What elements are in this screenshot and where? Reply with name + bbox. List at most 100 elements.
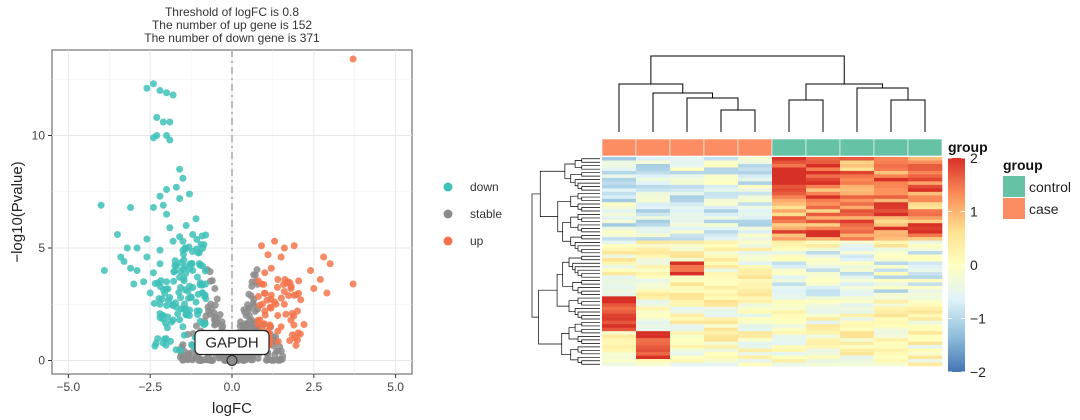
- heatmap-cell: [704, 271, 739, 276]
- point-up: [316, 276, 324, 283]
- heatmap-cell: [840, 157, 875, 161]
- dendrogram-branch: [568, 300, 578, 312]
- point-down: [189, 231, 197, 238]
- point-down: [113, 231, 121, 238]
- point-down: [198, 232, 206, 240]
- point-down: [189, 284, 197, 292]
- heatmap-cell: [738, 233, 773, 238]
- heatmap-cell: [704, 202, 739, 207]
- heatmap-cell: [602, 188, 637, 193]
- dendrogram-branch: [581, 248, 600, 254]
- heatmap-cell: [840, 163, 875, 168]
- heatmap-cell: [772, 251, 807, 255]
- point-down: [169, 301, 177, 309]
- point-down: [117, 253, 125, 261]
- heatmap-cell: [908, 247, 943, 252]
- x-tick-label: 0.0: [224, 380, 241, 394]
- heatmap-cell: [738, 313, 773, 318]
- heatmap-cell: [874, 289, 909, 294]
- heatmap-cell: [874, 198, 909, 203]
- heatmap-cell: [908, 170, 943, 175]
- heatmap-cell: [840, 160, 875, 165]
- heatmap-cell: [772, 184, 807, 189]
- point-up: [326, 260, 334, 268]
- point-down: [169, 237, 177, 245]
- heatmap-cell: [840, 167, 875, 172]
- heatmap-cell: [908, 188, 943, 193]
- heatmap-cell: [874, 237, 909, 241]
- point-up: [267, 295, 275, 303]
- heatmap-cell: [738, 223, 773, 227]
- heatmap-cell: [908, 299, 943, 304]
- heatmap-cell: [738, 167, 773, 172]
- point-down: [184, 294, 192, 302]
- point-down: [196, 317, 204, 325]
- heatmap-cell: [738, 258, 773, 262]
- dendrogram-branch: [890, 99, 926, 132]
- heatmap-cell: [806, 233, 841, 238]
- heatmap-cell: [602, 163, 637, 168]
- dendrogram-branch: [570, 195, 578, 207]
- heatmap-cell: [636, 324, 671, 328]
- heatmap-cell: [602, 174, 637, 179]
- heatmap-cell: [602, 320, 637, 325]
- heatmap-cell: [602, 359, 637, 363]
- heatmap-cell: [806, 209, 841, 214]
- volcano-title-line-3: The number of down gene is 371: [144, 31, 320, 45]
- heatmap-cell: [602, 362, 637, 367]
- point-up: [273, 283, 281, 291]
- point-up: [290, 312, 298, 320]
- heatmap-cell: [772, 163, 807, 168]
- heatmap-cell: [636, 282, 671, 287]
- colorbar-title: group: [948, 139, 988, 155]
- heatmap-cell: [772, 362, 807, 367]
- point-down: [166, 224, 174, 232]
- heatmap-cell: [874, 191, 909, 196]
- point-stable: [204, 356, 212, 364]
- heatmap-cell: [670, 313, 705, 318]
- heatmap-cell: [806, 320, 841, 325]
- heatmap-cell: [636, 292, 671, 297]
- heatmap-cell: [738, 251, 773, 255]
- point-down: [163, 210, 171, 218]
- heatmap-cell: [874, 324, 909, 328]
- point-down: [130, 280, 138, 288]
- heatmap-cell: [670, 261, 705, 266]
- heatmap-cell: [602, 191, 637, 196]
- heatmap-cell: [772, 261, 807, 266]
- heatmap-cell: [602, 202, 637, 207]
- heatmap-cell: [636, 268, 671, 273]
- heatmap-cell: [840, 268, 875, 273]
- heatmap-cell: [806, 160, 841, 165]
- heatmap-cell: [670, 285, 705, 290]
- heatmap-cell: [840, 348, 875, 353]
- heatmap-cell: [874, 163, 909, 168]
- dendrogram-branch: [564, 163, 576, 179]
- colorbar-tick-label: 0: [970, 257, 978, 273]
- point-up: [261, 269, 269, 277]
- heatmap-cell: [840, 188, 875, 193]
- point-down: [172, 183, 180, 191]
- dendrogram-branch: [577, 287, 600, 294]
- heatmap-cell: [908, 362, 943, 367]
- heatmap-cell: [874, 160, 909, 165]
- heatmap-cell: [704, 306, 739, 311]
- heatmap-cell: [908, 167, 943, 172]
- point-down: [156, 87, 164, 94]
- point-up: [256, 301, 264, 309]
- heatmap-cell: [806, 324, 841, 328]
- heatmap-cell: [602, 310, 637, 315]
- heatmap-cell: [874, 230, 909, 234]
- heatmap-cell: [874, 359, 909, 363]
- point-up: [267, 304, 275, 312]
- heatmap-cell: [738, 271, 773, 276]
- heatmap-cell: [806, 345, 841, 349]
- heatmap-cell: [772, 230, 807, 234]
- dendrogram-branch: [581, 186, 600, 191]
- y-tick-label: 5: [38, 241, 45, 255]
- heatmap-cell: [738, 285, 773, 290]
- heatmap-cell: [908, 258, 943, 262]
- heatmap-cell: [806, 181, 841, 186]
- dendrogram-branch: [581, 339, 600, 344]
- heatmap-cell: [670, 247, 705, 252]
